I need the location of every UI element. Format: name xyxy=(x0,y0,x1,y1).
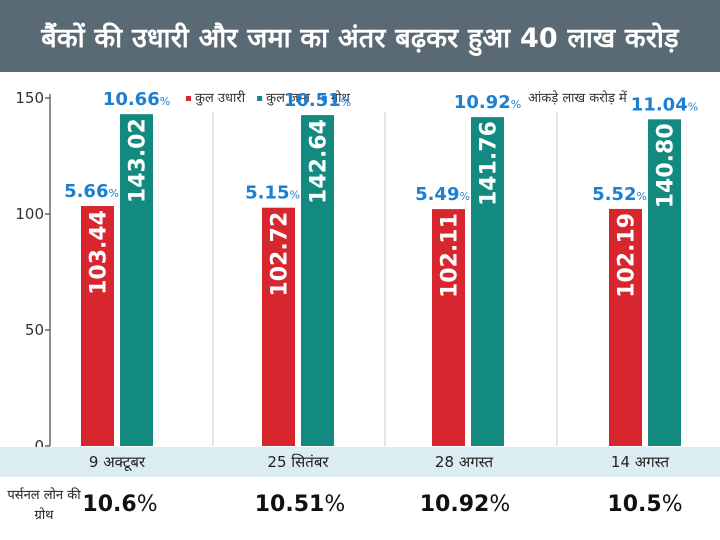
y-tick-label: 100 xyxy=(15,205,44,223)
personal-loan-growth-value: 10.92% xyxy=(385,492,545,517)
growth-label-percent: % xyxy=(341,96,351,109)
growth-label: 10.51% xyxy=(284,90,351,111)
y-tick-label: 0 xyxy=(34,437,44,447)
legend-swatch xyxy=(186,96,191,101)
personal-loan-growth-label: पर्सनल लोन की ग्रोथ xyxy=(7,488,81,523)
loan-bar xyxy=(609,208,642,446)
units-note: आंकड़े लाख करोड़ में xyxy=(528,90,627,106)
growth-number: 10.51 xyxy=(254,492,325,517)
growth-label-number: 5.66 xyxy=(64,181,108,202)
growth-label-percent: % xyxy=(459,190,469,203)
deposit-bar xyxy=(648,119,681,447)
growth-label: 5.49% xyxy=(415,184,470,205)
growth-label-percent: % xyxy=(160,95,170,108)
growth-percent-sign: % xyxy=(324,492,346,517)
growth-label: 5.15% xyxy=(245,183,300,204)
personal-loan-growth-value: 10.51% xyxy=(220,492,380,517)
loan-bar xyxy=(262,207,295,446)
loan-bar xyxy=(81,206,114,446)
growth-label: 10.92% xyxy=(454,92,521,113)
y-tick-label: 50 xyxy=(25,321,44,339)
loan-bar xyxy=(432,209,465,446)
bar-value-label: 141.76 xyxy=(477,121,502,206)
growth-label: 5.66% xyxy=(64,181,119,202)
category-label: 14 अगस्त xyxy=(610,453,670,471)
bar-value-label: 102.11 xyxy=(438,213,463,298)
personal-loan-growth-value: 10.5% xyxy=(565,492,720,517)
growth-label-percent: % xyxy=(688,100,698,113)
personal-loan-growth-value: 10.6% xyxy=(40,492,200,517)
bar-value-label: 143.02 xyxy=(126,118,151,203)
growth-label-percent: % xyxy=(511,98,521,111)
category-label: 25 सितंबर xyxy=(267,453,329,471)
growth-label: 11.04% xyxy=(631,94,698,115)
growth-label-number: 5.52 xyxy=(592,184,636,205)
legend-label: कुल उधारी xyxy=(195,90,246,106)
bar-chart: 0 50 100 150 कुल उधारी कुल जमा ग्रोथ आंकड़े लाख… xyxy=(15,89,698,447)
legend-swatch xyxy=(257,96,263,101)
chart-title: बैंकों की उधारी और जमा का अंतर बढ़कर हुआ… xyxy=(0,0,720,72)
category-band xyxy=(0,447,720,477)
legend-swatch xyxy=(321,96,327,101)
growth-percent-sign: % xyxy=(136,492,158,517)
category-label: 28 अगस्त xyxy=(434,453,494,471)
bar-value-label: 102.19 xyxy=(615,213,640,298)
bar-value-label: 102.72 xyxy=(268,212,293,297)
growth-number: 10.5 xyxy=(607,492,662,517)
growth-percent-sign: % xyxy=(661,492,683,517)
growth-label: 10.66% xyxy=(103,89,170,110)
bar-value-label: 103.44 xyxy=(87,210,112,295)
deposit-bar xyxy=(301,115,334,447)
bar-value-label: 142.64 xyxy=(307,119,332,204)
growth-label: 5.52% xyxy=(592,184,647,205)
growth-label-number: 10.92 xyxy=(454,92,511,113)
growth-number: 10.92 xyxy=(419,492,490,517)
growth-label-percent: % xyxy=(108,187,118,200)
bar-value-label: 140.80 xyxy=(654,123,679,208)
growth-percent-sign: % xyxy=(489,492,511,517)
growth-number: 10.6 xyxy=(82,492,137,517)
growth-label-number: 10.51 xyxy=(284,90,341,111)
y-tick-label: 150 xyxy=(15,89,44,107)
growth-label-percent: % xyxy=(636,190,646,203)
legend-label: कुल जमा xyxy=(266,91,310,106)
category-label: 9 अक्टूबर xyxy=(88,453,146,471)
growth-label-number: 10.66 xyxy=(103,89,160,110)
deposit-bar xyxy=(120,114,153,446)
deposit-bar xyxy=(471,117,504,447)
growth-label-percent: % xyxy=(289,189,299,202)
growth-label-number: 5.15 xyxy=(245,183,289,204)
growth-label-number: 11.04 xyxy=(631,94,688,115)
growth-label-number: 5.49 xyxy=(415,184,459,205)
legend-label: ग्रोथ xyxy=(331,90,351,106)
